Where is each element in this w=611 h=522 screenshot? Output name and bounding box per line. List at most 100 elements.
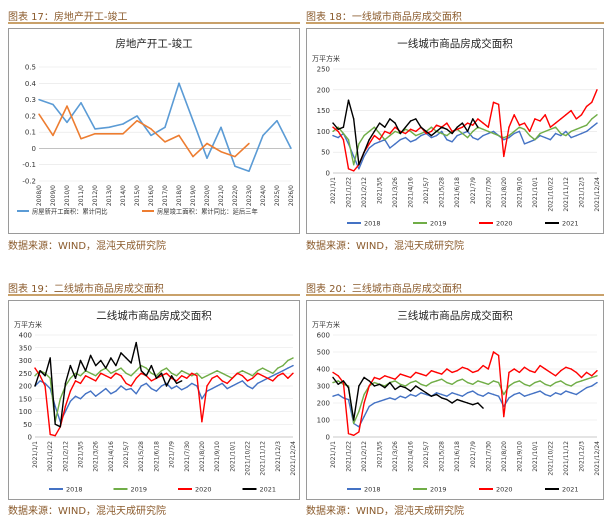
- data-point: [95, 380, 97, 382]
- data-point: [570, 109, 572, 112]
- data-point: [404, 397, 407, 399]
- data-point: [358, 410, 360, 413]
- data-point: [332, 381, 334, 384]
- data-point: [175, 382, 178, 385]
- data-point: [399, 383, 401, 385]
- data-point: [399, 132, 401, 135]
- data-point: [477, 402, 479, 404]
- data-point: [378, 383, 381, 385]
- data-point: [409, 393, 412, 396]
- legend-label: 2020: [496, 486, 513, 494]
- data-point: [430, 130, 433, 133]
- data-point: [409, 130, 412, 133]
- data-point: [181, 389, 183, 391]
- y-tick-label: 0: [326, 170, 330, 178]
- data-point: [170, 372, 173, 374]
- data-point: [384, 398, 386, 401]
- data-point: [353, 434, 355, 436]
- data-point: [100, 359, 102, 362]
- data-point: [441, 126, 443, 128]
- data-point: [591, 376, 593, 379]
- data-point: [337, 375, 339, 377]
- caption-rule: [8, 294, 300, 296]
- data-point: [415, 385, 417, 387]
- data-point: [175, 375, 178, 377]
- data-point: [435, 380, 438, 382]
- data-point: [529, 134, 531, 137]
- data-point: [272, 372, 274, 374]
- series-line-2018: [34, 364, 294, 423]
- data-point: [373, 134, 376, 137]
- data-point: [353, 164, 355, 166]
- data-point: [492, 393, 495, 396]
- data-point: [560, 380, 562, 382]
- data-point: [420, 392, 422, 394]
- data-point: [384, 126, 386, 128]
- data-point: [84, 393, 87, 395]
- data-point: [523, 128, 526, 130]
- data-point: [461, 132, 464, 135]
- legend-label: 2018: [66, 486, 83, 494]
- data-point: [585, 378, 588, 380]
- data-point: [472, 383, 474, 385]
- data-point: [549, 128, 552, 130]
- data-point: [425, 385, 427, 387]
- data-point: [69, 364, 72, 367]
- data-point: [591, 126, 593, 128]
- data-point: [79, 398, 82, 400]
- data-point: [446, 122, 448, 124]
- data-point: [477, 393, 479, 396]
- data-point: [130, 385, 132, 387]
- data-point: [347, 99, 350, 101]
- data-point: [394, 398, 396, 401]
- data-point: [580, 376, 583, 379]
- data-point: [529, 393, 531, 396]
- data-point: [518, 371, 521, 374]
- x-tick-label: 2010/0: [64, 185, 71, 206]
- data-point: [363, 393, 365, 396]
- data-point: [466, 136, 469, 139]
- data-point: [560, 370, 562, 372]
- data-point: [347, 168, 350, 170]
- data-point: [415, 139, 417, 141]
- data-point: [466, 122, 469, 124]
- data-point: [181, 375, 183, 377]
- data-point: [492, 351, 495, 353]
- x-tick-label: 2021/10/22: [244, 441, 251, 476]
- x-tick-label: 2021/7/9: [470, 177, 477, 204]
- y-tick-label: 150: [317, 107, 330, 115]
- data-point: [246, 380, 249, 382]
- data-point: [100, 372, 102, 374]
- data-point: [178, 82, 180, 84]
- data-point: [523, 122, 526, 124]
- data-point: [430, 370, 433, 372]
- y-tick-label: 600: [317, 332, 330, 340]
- chart-frame: 一线城市商品房成交面积 万平方米 250 200 150 100 50 0 2021/1/1 20…: [306, 28, 604, 234]
- data-point: [441, 378, 443, 380]
- data-point: [430, 136, 433, 139]
- data-point: [456, 380, 458, 382]
- data-point: [368, 380, 370, 382]
- data-point: [529, 385, 531, 387]
- data-point: [539, 132, 541, 135]
- data-point: [282, 370, 284, 372]
- data-point: [332, 122, 334, 124]
- data-point: [477, 139, 479, 141]
- data-point: [373, 381, 376, 384]
- data-point: [363, 415, 365, 418]
- data-point: [89, 372, 92, 374]
- series-line-2019: [332, 114, 598, 166]
- data-point: [472, 390, 474, 392]
- x-tick-label: 2021/8/20: [501, 441, 508, 472]
- data-point: [404, 128, 407, 130]
- data-point: [591, 385, 593, 387]
- data-point: [231, 385, 233, 387]
- x-tick-label: 2021/5/7: [423, 441, 430, 468]
- data-point: [206, 142, 208, 145]
- data-point: [373, 402, 376, 404]
- x-tick-label: 2021/2/12: [361, 441, 368, 472]
- data-point: [456, 398, 458, 401]
- chart-svg: 二线城市商品房成交面积万平方米4003503002502001501005002…: [14, 309, 297, 494]
- data-point: [518, 124, 521, 126]
- data-point: [251, 387, 254, 390]
